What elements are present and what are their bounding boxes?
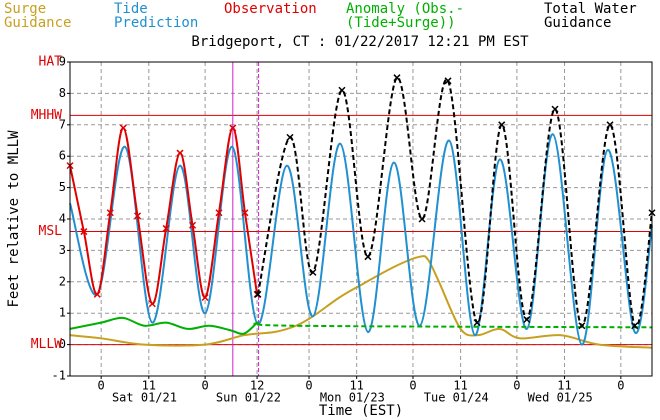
point-marker [498,121,506,129]
series-line [256,76,653,329]
y-tick-label: 7 [59,117,66,131]
legend-entry: Anomaly (Obs.-(Tide+Surge)) [346,1,465,31]
series-line [69,133,653,346]
point-marker [631,322,639,330]
point-marker [201,293,209,302]
point-marker [606,121,614,129]
day-label: Tue 01/24 [424,391,489,405]
plot-border [69,61,653,377]
y-tick-label: 8 [59,86,66,100]
point-marker [106,209,114,217]
datum-label: MHHW [31,108,62,123]
legend-entry: Surge Guidance [4,1,72,31]
point-marker [162,224,170,232]
point-marker [189,221,197,229]
point-marker [119,124,127,132]
day-label: Wed 01/25 [528,391,593,405]
series-line [69,255,653,349]
y-tick-label: 6 [59,149,66,163]
x-tick-label: 11 [453,379,467,393]
legend-entry: Total Water Guidance [544,1,637,31]
point-marker [215,209,223,217]
x-tick-label: 11 [557,379,571,393]
y-tick-label: 3 [59,243,66,257]
datum-label: MSL [39,224,63,239]
point-marker [444,77,452,85]
x-tick-label: 0 [305,379,312,393]
series-line [69,316,258,335]
point-marker [134,212,142,220]
point-marker [578,322,586,330]
point-marker [473,319,481,327]
x-axis-label: Time (EST) [319,403,403,419]
point-marker [338,86,346,94]
x-tick-label: 0 [513,379,520,393]
point-marker [148,300,156,308]
x-tick-label: 0 [98,379,105,393]
x-tick-label: 12 [250,379,264,393]
day-label: Mon 01/23 [320,391,385,405]
point-marker [418,215,426,223]
datum-label: HAT [39,55,63,70]
y-tick-label: 1 [59,306,66,320]
point-marker [176,149,184,157]
y-tick-label: 4 [59,212,66,226]
y-axis-label: Feet relative to MLLW [6,130,22,308]
point-marker [93,290,101,298]
datum-label: MLLW [31,337,62,352]
point-marker [309,268,317,276]
point-marker [286,133,294,141]
point-marker [229,124,237,132]
legend-entry: Tide Prediction [114,1,199,31]
x-tick-label: 0 [617,379,624,393]
day-label: Sun 01/22 [216,391,281,405]
y-tick-label: 2 [59,274,66,288]
point-marker [364,253,372,261]
point-marker [393,74,401,82]
x-tick-label: 0 [201,379,208,393]
y-tick-label: -1 [52,369,66,383]
y-tick-label: 0 [59,337,66,351]
chart-title: Bridgeport, CT : 01/22/2017 12:21 PM EST [191,34,529,50]
legend-entry: Observation [224,1,317,17]
y-tick-label: 5 [59,180,66,194]
y-tick-label: 9 [59,55,66,69]
point-marker [551,105,559,113]
day-label: Sat 01/21 [112,391,177,405]
x-tick-label: 11 [349,379,363,393]
point-marker [523,315,531,324]
point-marker [241,209,249,217]
x-tick-label: 11 [142,379,156,393]
point-marker [254,290,262,298]
series-line [253,321,653,329]
x-tick-label: 0 [409,379,416,393]
point-marker [80,228,88,236]
